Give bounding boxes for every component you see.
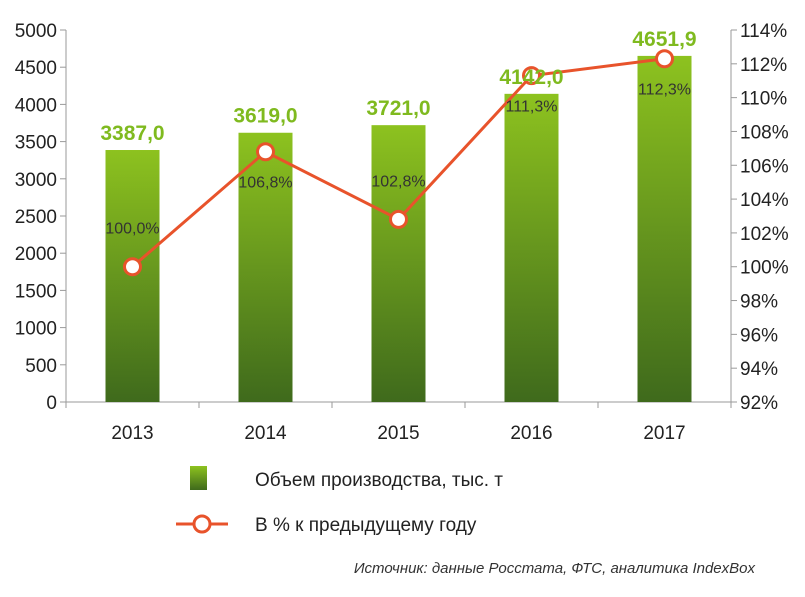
line-value-label: 100,0% <box>105 221 159 238</box>
line-point <box>655 49 674 69</box>
legend-line-label: В % к предыдущему году <box>255 515 477 536</box>
y-left-tick-label: 4000 <box>15 95 57 116</box>
legend-line-marker <box>192 514 212 534</box>
y-right-tick-label: 102% <box>740 224 789 245</box>
y-right-tick-label: 110% <box>740 89 787 110</box>
line-value-label: 102,8% <box>371 173 425 190</box>
bar <box>371 125 426 403</box>
y-right-tick-label: 100% <box>740 258 789 279</box>
y-left-tick-label: 1000 <box>15 319 57 340</box>
y-right-tick-label: 112% <box>740 55 787 76</box>
x-tick-label: 2015 <box>377 423 419 444</box>
y-left-tick-label: 2500 <box>15 207 57 228</box>
y-right-tick-label: 108% <box>740 122 789 143</box>
y-left-tick-label: 500 <box>25 356 57 377</box>
line-point <box>522 66 541 86</box>
y-right-tick-label: 92% <box>740 393 778 414</box>
line-value-label: 112,3% <box>638 82 691 99</box>
y-right-tick-label: 98% <box>740 292 778 313</box>
bars <box>105 55 692 403</box>
bar-value-label: 4651,9 <box>632 28 696 51</box>
x-tick-label: 2013 <box>111 423 153 444</box>
bar <box>637 55 692 402</box>
x-tick-label: 2014 <box>244 423 287 444</box>
y-left-tick-label: 3500 <box>15 133 57 154</box>
y-left-tick-label: 1500 <box>15 281 57 302</box>
y-right-tick-label: 96% <box>740 325 778 346</box>
legend-bar-label: Объем производства, тыс. т <box>255 470 503 491</box>
line-point <box>389 209 408 229</box>
y-right-tick-label: 114% <box>740 21 787 42</box>
line-value-label: 111,3% <box>506 99 558 116</box>
y-right-tick-label: 106% <box>740 156 789 177</box>
bar <box>504 93 559 402</box>
bar-value-label: 3387,0 <box>100 122 164 145</box>
y-left-tick-label: 0 <box>46 393 57 414</box>
legend: Объем производства, тыс. т В % к предыду… <box>176 466 503 536</box>
y-left-tick-label: 3000 <box>15 170 57 191</box>
legend-bar-swatch <box>190 466 207 490</box>
data-labels: 3387,0 3619,0 3721,0 4142,0 4651,9 100,0% 106,… <box>100 28 696 238</box>
line-series <box>123 49 674 277</box>
line-value-label: 106,8% <box>238 175 292 192</box>
bar <box>238 132 293 402</box>
line-point <box>123 257 142 277</box>
y-left-tick-label: 2000 <box>15 244 57 265</box>
line-point <box>256 142 275 162</box>
y-right-tick-label: 94% <box>740 359 778 380</box>
bar-value-label: 3619,0 <box>233 105 297 128</box>
x-tick-label: 2017 <box>643 423 685 444</box>
bar-value-label: 4142,0 <box>499 66 563 89</box>
y-left-tick-label: 4500 <box>15 58 57 79</box>
y-right-tick-label: 104% <box>740 190 789 211</box>
y-left-tick-label: 5000 <box>15 21 57 42</box>
axes: 0 500 1000 1500 2000 2500 3000 3500 4000 4500 5000… <box>15 21 789 444</box>
bar-value-label: 3721,0 <box>366 97 430 120</box>
source-note: Источник: данные Росстата, ФТС, аналитик… <box>354 560 756 577</box>
x-tick-label: 2016 <box>510 423 552 444</box>
